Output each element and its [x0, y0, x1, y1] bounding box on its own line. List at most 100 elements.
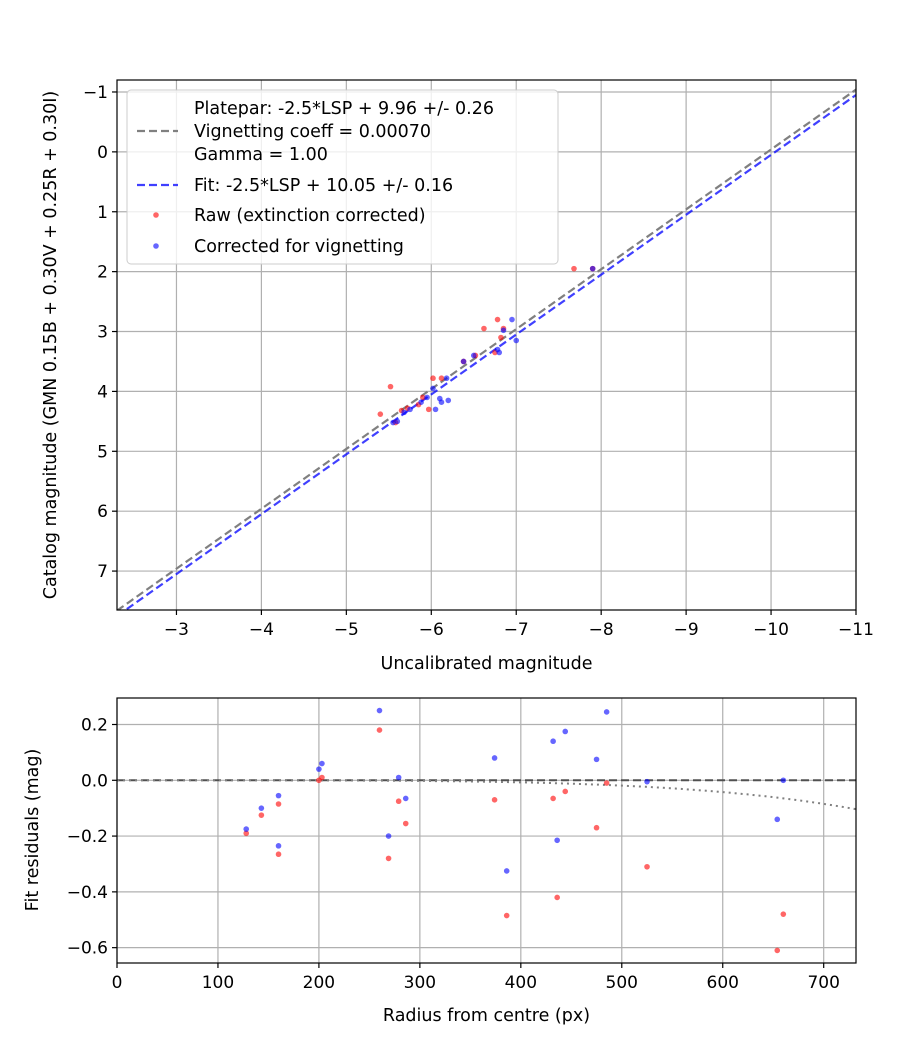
- top-corrected-point: [394, 418, 401, 425]
- bottom-axis-ticks: 0 100 200 300 400 500 600 700 0.2 0.0 −0.2 −0.4 −0.6: [67, 716, 840, 994]
- top-corrected-point: [418, 399, 424, 405]
- top-y-tick-label-3: 3: [97, 323, 108, 343]
- bottom-corrected-point: [316, 766, 322, 772]
- bottom-corrected-point: [376, 707, 383, 714]
- bottom-corrected-point: [275, 843, 282, 849]
- bottom-raw-point: [550, 795, 556, 802]
- bottom-corrected-point: [780, 777, 787, 784]
- bottom-x-tick-label-200: 200: [303, 973, 335, 993]
- bottom-corrected-point: [554, 837, 560, 844]
- vignetting-curve: [117, 779, 856, 811]
- bottom-raw-point: [243, 830, 250, 837]
- bottom-corrected-point: [402, 795, 409, 802]
- top-raw-point: [571, 265, 577, 272]
- bottom-raw-point: [780, 911, 787, 917]
- top-corrected-point: [500, 327, 507, 334]
- bottom-x-tick-label-0: 0: [112, 973, 123, 993]
- top-y-tick-label-2: 2: [97, 263, 108, 283]
- top-x-tick-label-m8: −8: [589, 620, 614, 640]
- bottom-y-tick-label-m0.6: −0.6: [67, 939, 108, 959]
- bottom-x-tick-label-300: 300: [404, 973, 436, 993]
- top-raw-point: [377, 411, 384, 417]
- top-corrected-point: [424, 394, 430, 401]
- top-corrected-point: [443, 375, 450, 382]
- bottom-x-tick-label-400: 400: [505, 973, 537, 993]
- top-x-tick-label-m3: −3: [164, 620, 189, 640]
- bottom-raw-point: [275, 801, 282, 807]
- bottom-corrected-point: [644, 778, 650, 785]
- legend-box: [126, 89, 559, 265]
- top-corrected-point: [430, 385, 436, 392]
- bottom-x-tick-label-700: 700: [807, 973, 839, 993]
- top-raw-point: [430, 375, 436, 382]
- bottom-y-tick-label-0.2: 0.2: [81, 716, 108, 736]
- bottom-raw-point: [503, 912, 510, 919]
- bottom-corrected-point: [562, 728, 569, 735]
- top-x-tick-label-m7: −7: [504, 620, 529, 640]
- bottom-raw-point: [491, 797, 498, 803]
- bottom-x-tick-label-100: 100: [202, 973, 234, 993]
- top-raw-point: [481, 325, 487, 332]
- legend-corrected-label: Corrected for vignetting: [194, 237, 404, 257]
- legend-corrected-marker: [153, 243, 159, 249]
- bottom-corrected-point: [774, 816, 781, 823]
- top-x-tick-label-m11: −11: [838, 620, 874, 640]
- top-corrected-point: [445, 397, 452, 404]
- bottom-raw-point: [774, 947, 781, 954]
- bottom-raw-point: [593, 824, 600, 831]
- legend-raw-label: Raw (extinction corrected): [194, 206, 426, 226]
- bottom-x-tick-label-500: 500: [606, 973, 638, 993]
- top-axes-frame: [116, 79, 857, 611]
- top-y-tick-label-5: 5: [97, 442, 108, 462]
- bottom-y-tick-label-m0.2: −0.2: [67, 827, 108, 847]
- top-raw-point: [438, 375, 445, 382]
- legend-platepar-line2: Vignetting coeff = 0.00070: [194, 122, 431, 142]
- top-y-tick-label-0: 0: [97, 143, 108, 163]
- platepar-line: [117, 88, 856, 610]
- bottom-corrected-point: [275, 792, 282, 799]
- bottom-corrected-point: [385, 833, 392, 839]
- bottom-corrected-point: [243, 826, 250, 832]
- top-corrected-point: [407, 406, 413, 413]
- top-y-tick-label-6: 6: [97, 502, 108, 522]
- bottom-y-tick-label-0.0: 0.0: [81, 771, 108, 791]
- bottom-x-axis-label: Radius from centre (px): [383, 1006, 590, 1026]
- top-y-axis-label: Catalog magnitude (GMN 0.15B + 0.30V + 0…: [41, 91, 61, 599]
- bottom-raw-point: [275, 851, 282, 858]
- legend: Platepar: -2.5*LSP + 9.96 +/- 0.26 Vigne…: [126, 89, 559, 265]
- bottom-reference-lines: [117, 779, 856, 811]
- top-x-tick-label-m6: −6: [419, 620, 444, 640]
- bottom-raw-point: [562, 788, 569, 795]
- top-corrected-point: [401, 409, 407, 416]
- fit-line: [123, 94, 856, 610]
- top-y-tick-label-1: 1: [97, 203, 108, 223]
- bottom-raw-point: [319, 774, 325, 781]
- top-fit-lines: [117, 88, 856, 610]
- top-corrected-point: [432, 406, 439, 413]
- bottom-corrected-point: [593, 756, 600, 763]
- bottom-grid: [116, 698, 856, 963]
- bottom-corrected-point: [395, 774, 402, 781]
- bottom-corrected-point: [550, 738, 556, 745]
- top-corrected-point: [438, 399, 445, 405]
- bottom-raw-point: [402, 820, 409, 827]
- bottom-raw-point: [376, 727, 383, 733]
- top-raw-point: [494, 316, 501, 323]
- top-x-axis-label: Uncalibrated magnitude: [381, 654, 593, 674]
- top-raw-point: [498, 334, 504, 341]
- top-y-tick-label-4: 4: [97, 382, 108, 402]
- top-raw-point: [419, 394, 426, 401]
- bottom-y-tick-label-m0.4: −0.4: [67, 883, 108, 903]
- bottom-corrected-point: [603, 709, 610, 715]
- bottom-raw-point: [258, 812, 265, 818]
- bottom-corrected-point: [503, 868, 510, 874]
- bottom-raw-point: [644, 863, 650, 870]
- top-y-tick-label-m1: −1: [83, 83, 108, 103]
- top-x-tick-label-m10: −10: [753, 620, 789, 640]
- top-raw-point: [425, 406, 432, 413]
- top-corrected-point: [509, 316, 515, 323]
- bottom-raw-point: [603, 780, 610, 786]
- bottom-x-tick-label-600: 600: [707, 973, 739, 993]
